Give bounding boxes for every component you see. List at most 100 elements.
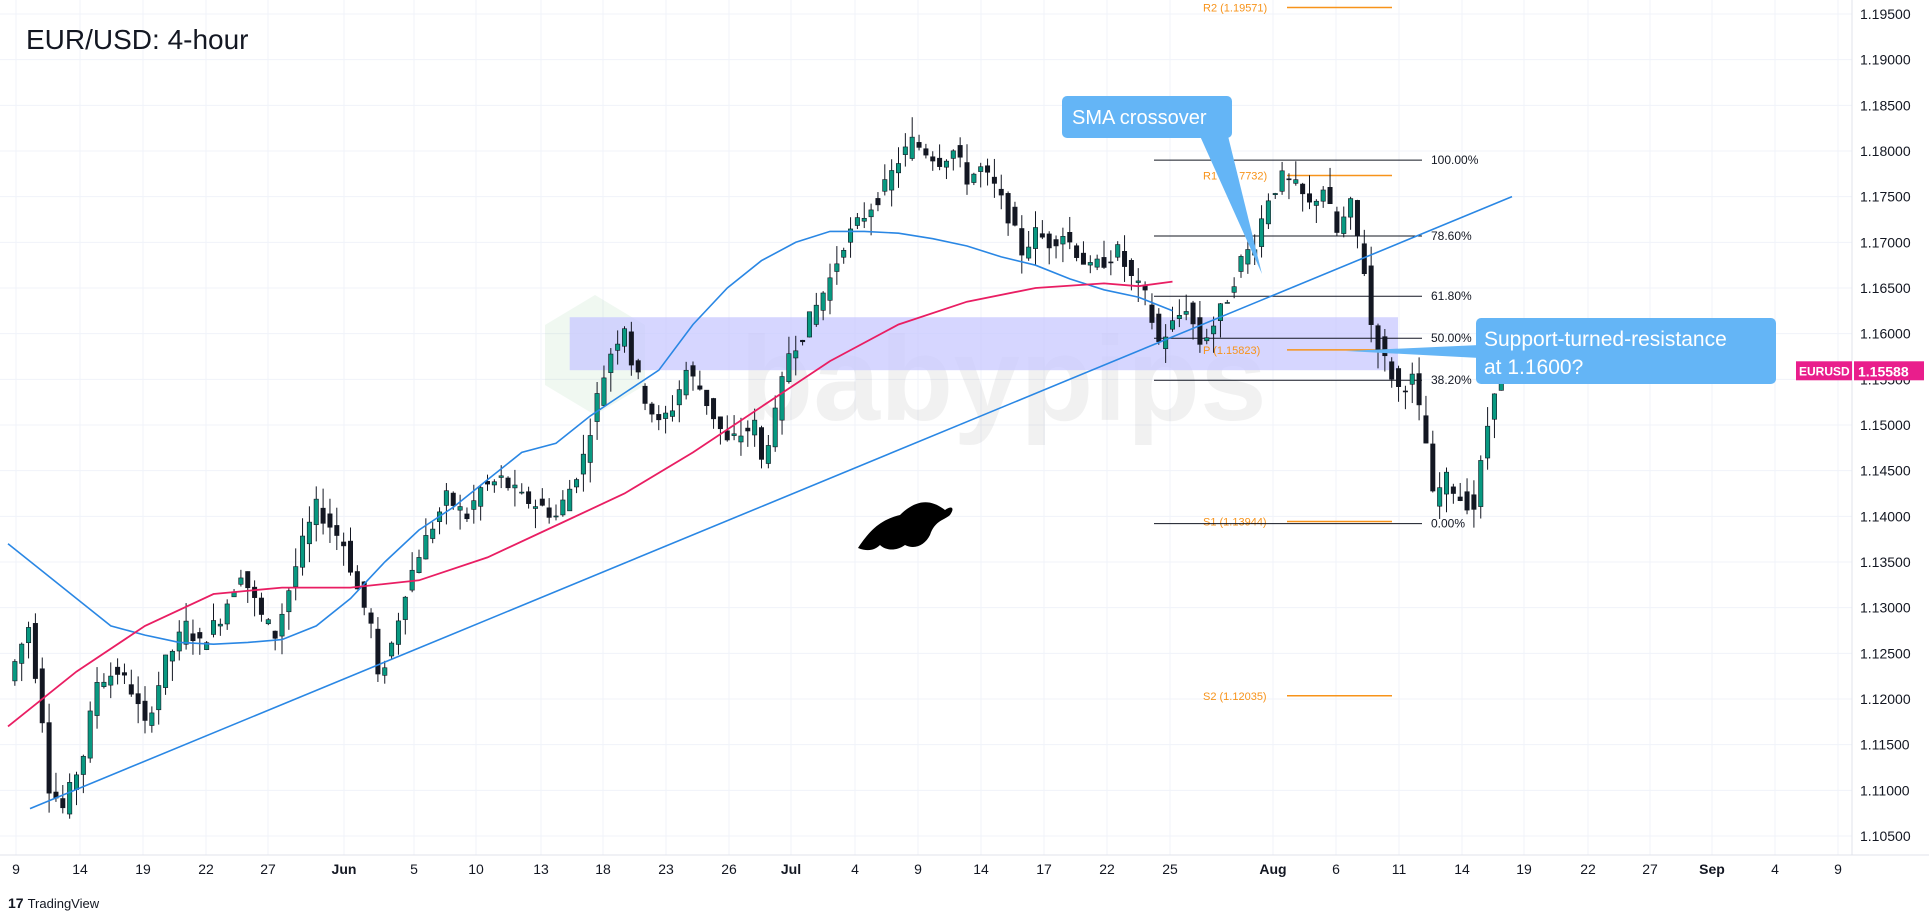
x-tick-label: 19 xyxy=(135,861,151,877)
candle-body xyxy=(669,410,675,417)
pivot-levels: R2 (1.19571)R1 (1.17732)P (1.15823)S1 (1… xyxy=(1203,3,1392,703)
x-tick-label: 27 xyxy=(260,861,276,877)
annotation-callouts: SMA crossover Support-turned-resistance at… xyxy=(1062,96,1776,384)
candle-body xyxy=(1437,487,1443,507)
candle-body xyxy=(457,506,463,511)
candle-body xyxy=(697,385,703,390)
x-tick-label: 23 xyxy=(658,861,674,877)
tradingview-footer[interactable]: 17 TradingView xyxy=(8,895,99,911)
candle-body xyxy=(1190,302,1196,325)
x-tick-label: 25 xyxy=(1162,861,1178,877)
candle-body xyxy=(121,672,127,676)
candle-body xyxy=(361,581,367,608)
candle-body xyxy=(1135,280,1141,283)
resistance-zone xyxy=(569,317,1398,371)
candle-body xyxy=(375,628,381,675)
candle-body xyxy=(26,627,32,644)
candle-body xyxy=(1163,336,1169,350)
y-tick-label: 1.16000 xyxy=(1860,326,1911,342)
y-tick-label: 1.12500 xyxy=(1860,645,1911,661)
candle-body xyxy=(1396,368,1402,387)
candle-body xyxy=(389,642,395,657)
candle-body xyxy=(1067,232,1073,243)
candle-body xyxy=(1224,302,1230,304)
x-tick-label: 13 xyxy=(533,861,549,877)
candle-body xyxy=(998,188,1004,196)
candle-body xyxy=(758,427,764,460)
candle-body xyxy=(1019,228,1025,256)
candle-body xyxy=(341,541,347,547)
candle-body xyxy=(1327,187,1333,205)
candle-body xyxy=(1128,260,1134,277)
candle-body xyxy=(300,535,306,568)
candle-body xyxy=(738,435,744,443)
chart-grid xyxy=(0,0,1852,855)
candlestick-series xyxy=(12,117,1545,819)
candle-body xyxy=(149,712,155,726)
candle-body xyxy=(60,798,66,809)
sma-200-line xyxy=(7,280,1173,728)
candle-body xyxy=(827,277,833,301)
candle-body xyxy=(1231,286,1237,293)
x-tick-label: 4 xyxy=(851,861,859,877)
candle-body xyxy=(1265,200,1271,225)
candle-body xyxy=(532,506,538,509)
x-tick-label: 9 xyxy=(1834,861,1842,877)
candle-body xyxy=(683,369,689,396)
x-tick-label: 14 xyxy=(1454,861,1470,877)
x-tick-label: 9 xyxy=(914,861,922,877)
callout-resistance-line-1: Support-turned-resistance xyxy=(1484,328,1727,351)
candle-body xyxy=(238,577,244,585)
candle-body xyxy=(1389,361,1395,380)
candle-body xyxy=(1300,183,1306,195)
candle-body xyxy=(916,142,922,148)
candle-body xyxy=(834,263,840,272)
candle-body xyxy=(923,148,929,156)
candle-body xyxy=(902,146,908,155)
x-tick-label: 22 xyxy=(1580,861,1596,877)
trendline xyxy=(29,195,1513,810)
candle-body xyxy=(882,179,888,192)
candle-body xyxy=(423,535,429,560)
y-tick-label: 1.15000 xyxy=(1860,417,1911,433)
fib-label: 61.80% xyxy=(1431,289,1472,303)
candle-body xyxy=(1074,245,1080,258)
candle-body xyxy=(1101,257,1107,268)
y-tick-label: 1.11500 xyxy=(1860,737,1910,753)
candle-body xyxy=(1293,179,1299,184)
candle-body xyxy=(1115,244,1121,258)
y-tick-label: 1.18500 xyxy=(1860,97,1911,113)
candle-body xyxy=(656,414,662,421)
candle-body xyxy=(491,481,497,486)
candle-body xyxy=(1409,373,1415,385)
candle-body xyxy=(402,596,408,620)
last-price-text: 1.15588 xyxy=(1858,363,1909,379)
candle-body xyxy=(1354,200,1360,237)
candle-body xyxy=(1033,227,1039,249)
callout-sma-crossover-text: SMA crossover xyxy=(1072,107,1207,129)
candle-body xyxy=(676,389,682,406)
candle-body xyxy=(889,170,895,191)
candle-body xyxy=(1341,216,1347,234)
candle-body xyxy=(156,685,162,711)
pivot-label: R2 (1.19571) xyxy=(1203,3,1267,15)
chart-title: EUR/USD: 4-hour xyxy=(26,24,249,55)
tradingview-brand: TradingView xyxy=(27,895,100,911)
x-tick-label: 17 xyxy=(1036,861,1052,877)
fib-label: 38.20% xyxy=(1431,373,1472,387)
candle-body xyxy=(1450,486,1456,494)
candle-body xyxy=(74,774,80,790)
candle-body xyxy=(101,681,107,688)
candle-body xyxy=(1259,218,1265,247)
candle-body xyxy=(519,491,525,494)
candle-body xyxy=(1478,460,1484,507)
candle-body xyxy=(382,667,388,676)
candle-body xyxy=(1491,393,1497,420)
candle-body xyxy=(806,311,812,338)
candle-body xyxy=(108,675,114,686)
candle-body xyxy=(471,500,477,510)
candle-body xyxy=(1416,373,1422,406)
symbol-tag-text: EURUSD xyxy=(1799,364,1850,378)
candle-body xyxy=(347,540,353,573)
